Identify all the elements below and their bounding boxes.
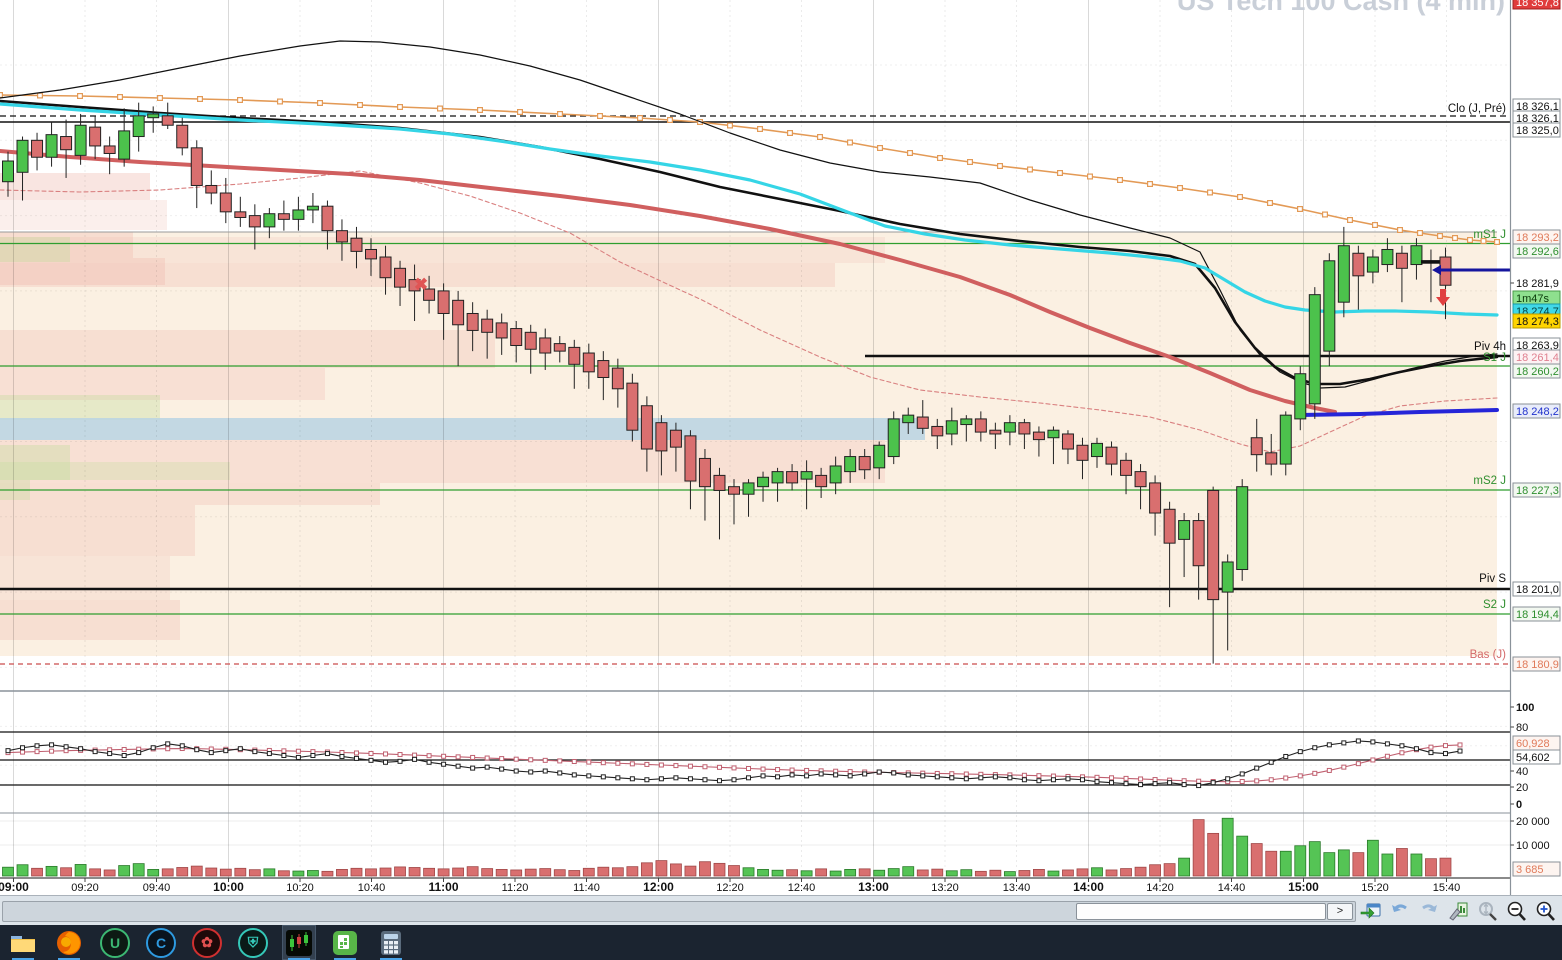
svg-text:S1 J: S1 J [1483, 352, 1506, 364]
svg-text:18 180,9: 18 180,9 [1516, 659, 1559, 671]
svg-text:18 281,9: 18 281,9 [1516, 278, 1559, 290]
firefox-icon[interactable] [52, 925, 86, 960]
svg-text:✖: ✖ [414, 275, 428, 294]
svg-text:mS2 J: mS2 J [1473, 475, 1506, 487]
svg-text:100: 100 [1516, 702, 1534, 714]
zoom-out-icon[interactable] [1505, 900, 1527, 922]
svg-text:09:00: 09:00 [0, 880, 29, 894]
svg-text:60,928: 60,928 [1516, 738, 1550, 750]
scroll-right-button[interactable]: > [1327, 903, 1353, 920]
svg-text:12:40: 12:40 [788, 882, 816, 894]
svg-text:18 260,2: 18 260,2 [1516, 366, 1559, 378]
svg-text:18 261,4: 18 261,4 [1516, 352, 1559, 364]
svg-text:1m47s: 1m47s [1516, 293, 1550, 305]
trading-app-icon[interactable] [282, 925, 316, 960]
svg-text:18 326,1: 18 326,1 [1516, 101, 1559, 113]
svg-text:09:20: 09:20 [71, 882, 99, 894]
svg-text:15:20: 15:20 [1361, 882, 1389, 894]
svg-text:11:40: 11:40 [573, 882, 600, 894]
svg-text:10:40: 10:40 [358, 882, 386, 894]
svg-text:13:00: 13:00 [858, 880, 889, 894]
svg-text:54,602: 54,602 [1516, 752, 1550, 764]
svg-text:40: 40 [1516, 766, 1528, 778]
security-shield-icon[interactable]: ⛨ [236, 925, 270, 960]
svg-text:Piv S: Piv S [1479, 573, 1506, 585]
svg-text:18 263,9: 18 263,9 [1516, 340, 1559, 352]
svg-text:80: 80 [1516, 722, 1528, 734]
calculator-icon[interactable] [374, 925, 408, 960]
price-chart[interactable]: ✖ 09:00 09:20 09:40 10:00 10:20 10:40 11:00 11:2… [0, 0, 1562, 895]
svg-text:15:40: 15:40 [1433, 882, 1461, 894]
uninstaller-icon[interactable]: U [98, 925, 132, 960]
zoom-in-icon[interactable] [1534, 900, 1556, 922]
svg-text:11:20: 11:20 [502, 882, 529, 894]
svg-text:20: 20 [1516, 782, 1528, 794]
svg-text:14:00: 14:00 [1073, 880, 1104, 894]
svg-text:18 357,8: 18 357,8 [1516, 0, 1559, 9]
svg-text:12:20: 12:20 [716, 882, 744, 894]
horizontal-scrollbar[interactable]: > [2, 901, 1356, 922]
libreoffice-calc-icon[interactable] [328, 925, 362, 960]
svg-text:18 293,2: 18 293,2 [1516, 232, 1559, 244]
svg-text:09:40: 09:40 [143, 882, 171, 894]
svg-text:18 326,1: 18 326,1 [1516, 113, 1559, 125]
file-explorer-icon[interactable] [6, 925, 40, 960]
svg-text:18 227,3: 18 227,3 [1516, 485, 1559, 497]
svg-text:13:20: 13:20 [931, 882, 959, 894]
svg-text:Clo (J, Pré): Clo (J, Pré) [1448, 103, 1506, 115]
svg-text:10:00: 10:00 [213, 880, 244, 894]
scrollbar-thumb[interactable] [1076, 903, 1326, 920]
svg-text:10 000: 10 000 [1516, 840, 1550, 852]
zoom-range-icon[interactable] [1476, 900, 1498, 922]
svg-text:10:20: 10:20 [286, 882, 314, 894]
driver-tool-icon[interactable]: ✿ [190, 925, 224, 960]
svg-text:US Tech 100 Cash (4 min): US Tech 100 Cash (4 min) [1177, 0, 1505, 16]
svg-text:14:20: 14:20 [1146, 882, 1174, 894]
svg-text:Piv 4h: Piv 4h [1474, 341, 1506, 353]
svg-text:18 194,4: 18 194,4 [1516, 609, 1559, 621]
svg-text:20 000: 20 000 [1516, 816, 1550, 828]
svg-text:18 248,2: 18 248,2 [1516, 406, 1559, 418]
svg-text:11:00: 11:00 [428, 880, 458, 894]
svg-text:12:00: 12:00 [643, 880, 674, 894]
svg-text:18 325,0: 18 325,0 [1516, 125, 1559, 137]
chart-settings-icon[interactable] [1447, 900, 1469, 922]
svg-text:13:40: 13:40 [1003, 882, 1031, 894]
go-to-date-icon[interactable] [1360, 900, 1382, 922]
svg-text:Bas (J): Bas (J) [1470, 649, 1507, 661]
svg-text:18 274,3: 18 274,3 [1516, 316, 1559, 328]
svg-text:18 201,0: 18 201,0 [1516, 584, 1559, 596]
svg-text:0: 0 [1516, 799, 1522, 811]
undo-icon[interactable] [1389, 900, 1411, 922]
cleaner-icon[interactable]: C [144, 925, 178, 960]
svg-text:mS1 J: mS1 J [1473, 229, 1506, 241]
chart-toolbar: > [0, 895, 1562, 926]
svg-text:15:00: 15:00 [1288, 880, 1319, 894]
svg-text:14:40: 14:40 [1218, 882, 1246, 894]
windows-taskbar: U C ✿ ⛨ ⌃ 15:48 25/03/2024 [0, 925, 1562, 960]
svg-text:S2 J: S2 J [1483, 599, 1506, 611]
svg-text:3 685: 3 685 [1516, 864, 1544, 876]
svg-text:18 292,6: 18 292,6 [1516, 246, 1559, 258]
redo-icon[interactable] [1418, 900, 1440, 922]
